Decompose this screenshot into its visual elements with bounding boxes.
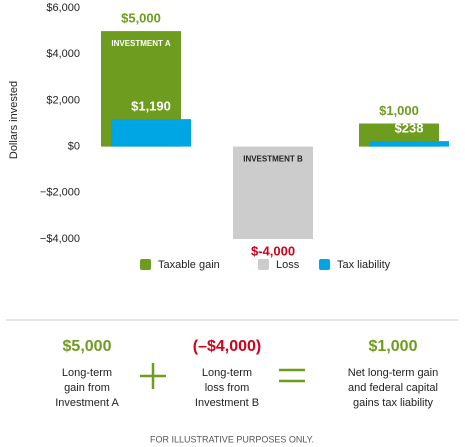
summary-text: Investment B	[195, 397, 259, 409]
summary-text: Long-term	[202, 367, 252, 379]
value-label: $-4,000	[251, 243, 295, 258]
value-label: $238	[395, 121, 424, 136]
legend-swatch	[258, 259, 269, 270]
legend-label: Tax liability	[337, 259, 391, 271]
summary-value: (–$4,000)	[193, 338, 262, 355]
summary-text: gain from	[64, 382, 110, 394]
value-label: $1,190	[131, 99, 171, 114]
legend-swatch	[319, 259, 330, 270]
bar	[233, 146, 313, 239]
summary-text: Net long-term gain	[348, 367, 439, 379]
category-label: INVESTMENT A	[111, 39, 170, 48]
summary-text: gains tax liability	[353, 397, 434, 409]
y-tick-label: $0	[68, 141, 80, 153]
y-axis-label: Dollars invested	[8, 81, 20, 159]
summary-value: $5,000	[63, 338, 112, 355]
plus-sign	[140, 363, 166, 389]
legend-label: Taxable gain	[158, 259, 220, 271]
y-tick-label: −$4,000	[40, 233, 80, 245]
value-label: $1,000	[379, 103, 419, 118]
summary-text: and federal capital	[348, 382, 438, 394]
bar	[359, 123, 439, 147]
value-label: $5,000	[121, 11, 161, 26]
equals-sign	[279, 368, 305, 383]
legend-label: Loss	[276, 259, 300, 271]
bar	[369, 141, 449, 147]
summary-text: Long-term	[62, 367, 112, 379]
summary-text: loss from	[205, 382, 250, 394]
y-tick-label: $2,000	[46, 94, 80, 106]
category-label: INVESTMENT B	[243, 155, 303, 164]
bar	[111, 119, 191, 147]
summary-text: Investment A	[55, 397, 119, 409]
y-tick-label: $6,000	[46, 2, 80, 14]
y-tick-label: −$2,000	[40, 187, 80, 199]
footer: FOR ILLUSTRATIVE PURPOSES ONLY.	[150, 434, 314, 444]
summary-value: $1,000	[369, 338, 418, 355]
y-tick-label: $4,000	[46, 48, 80, 60]
legend-swatch	[140, 259, 151, 270]
